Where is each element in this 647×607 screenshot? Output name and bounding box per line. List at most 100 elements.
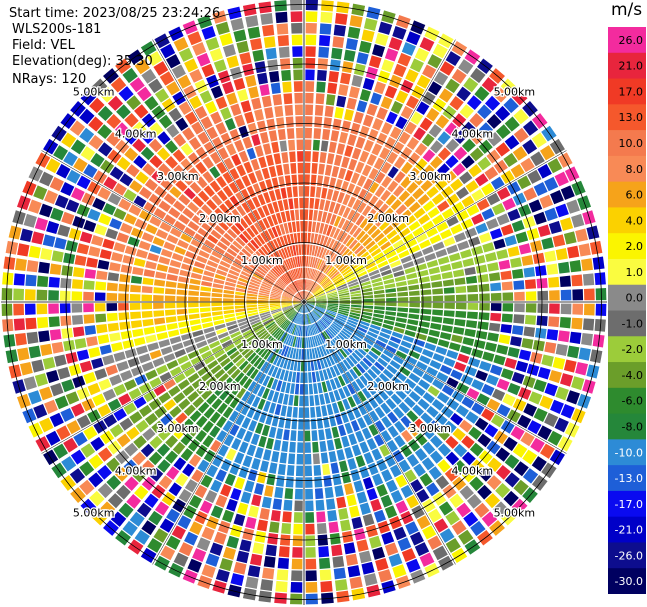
radar-gate (313, 464, 322, 476)
radar-gate (267, 203, 275, 215)
radar-gate (307, 280, 313, 291)
radar-gate (375, 377, 386, 388)
radar-gate (356, 539, 369, 552)
radar-gate (301, 314, 304, 325)
radar-gate (223, 298, 234, 302)
radar-gate (406, 181, 419, 194)
radar-gate (405, 68, 419, 83)
radar-gate (312, 139, 321, 151)
radar-gate (94, 292, 106, 301)
radar-gate (339, 304, 350, 307)
radar-gate (93, 420, 108, 434)
radar-gate (323, 281, 333, 289)
radar-gate (331, 402, 340, 414)
radar-gate (450, 223, 463, 235)
radar-gate (268, 324, 278, 333)
radar-gate (518, 387, 532, 400)
radar-gate (373, 252, 384, 261)
radar-gate (208, 340, 221, 349)
radar-gate (380, 353, 392, 363)
radar-gate (217, 331, 229, 340)
radar-gate (461, 396, 475, 409)
radar-gate (272, 311, 283, 318)
radar-gate (242, 230, 252, 241)
radar-gate (242, 363, 252, 374)
radar-gate (368, 167, 379, 180)
radar-gate (333, 242, 342, 253)
radar-gate (264, 277, 275, 285)
radar-gate (79, 479, 95, 496)
radar-gate (263, 363, 272, 374)
radar-gate (361, 561, 375, 575)
radar-gate (248, 172, 258, 185)
radar-gate (328, 354, 336, 366)
radar-gate (246, 444, 257, 457)
radar-gate (173, 372, 186, 384)
radar-gate (481, 383, 495, 396)
radar-gate (347, 396, 357, 408)
radar-gate (276, 117, 285, 129)
radar-gate (340, 329, 351, 339)
radar-gate (559, 373, 574, 387)
radar-gate (248, 258, 259, 268)
radar-gate (313, 286, 322, 295)
radar-gate (248, 505, 260, 518)
radar-gate (97, 105, 113, 122)
radar-gate (335, 13, 348, 25)
radar-gate (271, 366, 279, 378)
radar-gate (311, 336, 316, 347)
radar-gate (129, 511, 145, 527)
radar-gate (350, 419, 360, 432)
radar-gate (391, 331, 403, 339)
radar-gate (246, 293, 258, 297)
radar-gate (446, 377, 459, 389)
radar-gate (319, 569, 332, 581)
radar-gate (141, 294, 153, 302)
radar-gate (214, 224, 226, 236)
radar-gate (305, 34, 317, 46)
radar-gate (532, 252, 545, 265)
radar-gate (298, 186, 304, 197)
radar-gate (305, 81, 315, 92)
radar-gate (167, 266, 180, 275)
radar-gate (361, 387, 372, 399)
radar-gate (177, 239, 189, 249)
radar-gate (437, 459, 451, 473)
radar-gate (395, 350, 407, 360)
radar-gate (309, 197, 315, 209)
radar-gate (325, 498, 336, 510)
radar-gate (415, 158, 428, 171)
radar-gate (304, 255, 307, 267)
radar-gate (348, 239, 358, 250)
radar-gate (84, 268, 97, 279)
radar-gate (503, 490, 519, 507)
radar-gate (99, 344, 112, 355)
range-ring-label: 2.00km (367, 212, 409, 225)
radar-gate (385, 194, 397, 206)
radar-gate (361, 164, 372, 177)
radar-gate (325, 343, 333, 354)
radar-gate (395, 317, 407, 324)
radar-gate (369, 410, 380, 423)
radar-gate (325, 310, 337, 316)
radar-gate (226, 535, 240, 549)
radar-gate (422, 220, 435, 232)
range-ring-label: 3.00km (409, 170, 451, 183)
radar-gate (70, 403, 85, 417)
radar-gate (301, 279, 304, 290)
radar-gate (269, 325, 279, 335)
radar-gate (305, 304, 311, 312)
radar-gate (490, 282, 502, 292)
radar-gate (314, 271, 321, 282)
radar-gate (129, 180, 143, 193)
radar-gate (441, 271, 453, 280)
radar-gate (177, 355, 189, 365)
radar-gate (439, 229, 453, 240)
radar-gate (359, 218, 370, 229)
radar-gate (230, 573, 245, 587)
radar-gate (400, 209, 412, 221)
radar-gate (471, 189, 485, 202)
radar-gate (34, 217, 49, 231)
radar-gate (408, 372, 421, 384)
radar-gate (412, 187, 425, 200)
